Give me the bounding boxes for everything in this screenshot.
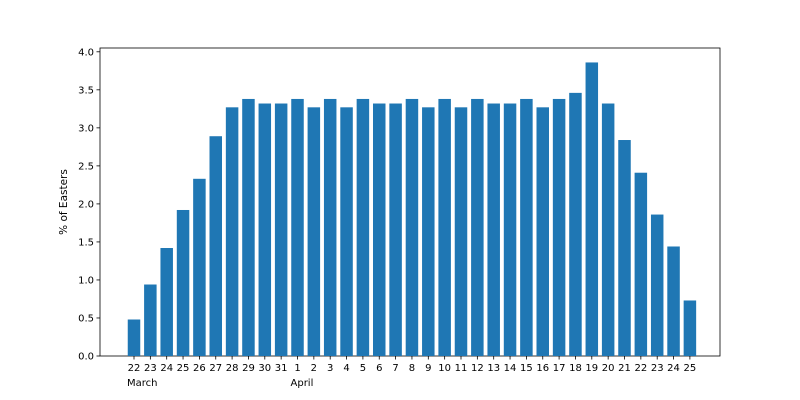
bar-24 bbox=[520, 98, 533, 356]
x-tick-label: 3 bbox=[327, 363, 333, 374]
bar-17 bbox=[405, 98, 419, 356]
bar-10 bbox=[291, 98, 304, 356]
bar-3 bbox=[176, 209, 190, 356]
x-tick-label: 21 bbox=[618, 363, 631, 374]
x-tick-label: 25 bbox=[684, 363, 697, 374]
x-tick-label: 18 bbox=[569, 363, 582, 374]
x-tick-label: 20 bbox=[602, 363, 615, 374]
bar-5 bbox=[209, 136, 222, 356]
y-tick-label: 0.0 bbox=[78, 352, 94, 363]
bar-12 bbox=[323, 98, 337, 356]
x-tick-label: 22 bbox=[128, 363, 141, 374]
bar-31 bbox=[634, 172, 648, 356]
x-tick-label: 12 bbox=[471, 363, 484, 374]
bar-4 bbox=[193, 178, 206, 356]
x-tick-label: 5 bbox=[360, 363, 366, 374]
y-tick-label: 4.0 bbox=[78, 47, 94, 58]
x-tick-label: 23 bbox=[144, 363, 157, 374]
bar-19 bbox=[438, 98, 451, 356]
x-tick-label: 1 bbox=[294, 363, 300, 374]
x-tick-label: 27 bbox=[209, 363, 222, 374]
bar-32 bbox=[650, 214, 664, 356]
month-label: April bbox=[291, 378, 314, 389]
x-axis: 22 23 24 25 26 27 28 29 30 31 1 2 3 4 5 6 7 8 9 10 11 12 13 14 1… bbox=[127, 356, 696, 389]
bar-33 bbox=[667, 246, 680, 356]
bars-group bbox=[127, 62, 697, 357]
bar-11 bbox=[307, 107, 321, 356]
y-tick-label: 0.5 bbox=[78, 313, 94, 324]
bar-15 bbox=[373, 103, 386, 357]
bar-8 bbox=[258, 103, 272, 357]
x-tick-label: 26 bbox=[193, 363, 206, 374]
y-tick-label: 1.5 bbox=[78, 237, 94, 248]
bar-28 bbox=[585, 62, 599, 356]
bar-1 bbox=[144, 284, 157, 356]
bar-13 bbox=[340, 107, 353, 356]
x-tick-label: 9 bbox=[425, 363, 431, 374]
x-tick-label: 31 bbox=[275, 363, 288, 374]
bar-9 bbox=[274, 103, 288, 357]
x-tick-label: 10 bbox=[438, 363, 451, 374]
x-tick-label: 14 bbox=[504, 363, 517, 374]
x-tick-label: 24 bbox=[667, 363, 680, 374]
y-tick-label: 2.0 bbox=[78, 199, 94, 210]
bar-27 bbox=[569, 92, 582, 357]
bar-26 bbox=[552, 98, 566, 356]
x-tick-label: 19 bbox=[585, 363, 598, 374]
x-tick-label: 30 bbox=[258, 363, 271, 374]
x-tick-label: 13 bbox=[487, 363, 500, 374]
y-tick-label: 2.5 bbox=[78, 161, 94, 172]
x-tick-label: 11 bbox=[455, 363, 468, 374]
x-tick-label: 25 bbox=[177, 363, 190, 374]
bar-20 bbox=[454, 107, 468, 356]
bar-22 bbox=[487, 103, 500, 357]
x-tick-label: 29 bbox=[242, 363, 255, 374]
x-tick-label: 24 bbox=[160, 363, 173, 374]
y-axis-label: % of Easters bbox=[58, 169, 70, 235]
bar-16 bbox=[389, 103, 402, 357]
bar-0 bbox=[127, 319, 141, 356]
x-tick-label: 8 bbox=[409, 363, 415, 374]
bar-2 bbox=[160, 248, 173, 356]
bar-14 bbox=[356, 98, 370, 356]
x-tick-label: 16 bbox=[536, 363, 549, 374]
x-tick-label: 22 bbox=[634, 363, 647, 374]
y-tick-label: 1.0 bbox=[78, 275, 94, 286]
bar-23 bbox=[503, 103, 517, 357]
x-tick-label: 7 bbox=[392, 363, 398, 374]
bar-21 bbox=[471, 98, 484, 356]
x-tick-label: 4 bbox=[343, 363, 349, 374]
bar-6 bbox=[225, 107, 239, 356]
x-tick-label: 6 bbox=[376, 363, 382, 374]
x-tick-label: 15 bbox=[520, 363, 533, 374]
month-label: March bbox=[127, 378, 157, 389]
x-tick-label: 28 bbox=[226, 363, 239, 374]
bar-29 bbox=[601, 103, 615, 357]
y-axis: 0.0 0.5 1.0 1.5 2.0 2.5 3.0 3.5 4.0 bbox=[78, 47, 100, 363]
bar-7 bbox=[242, 98, 255, 356]
x-tick-label: 17 bbox=[553, 363, 566, 374]
bar-30 bbox=[618, 140, 631, 356]
bar-34 bbox=[683, 300, 697, 356]
x-tick-label: 2 bbox=[311, 363, 317, 374]
bar-25 bbox=[536, 107, 549, 356]
bar-18 bbox=[422, 107, 435, 356]
y-tick-label: 3.0 bbox=[78, 123, 94, 134]
y-tick-label: 3.5 bbox=[78, 85, 94, 96]
x-tick-label: 23 bbox=[651, 363, 664, 374]
